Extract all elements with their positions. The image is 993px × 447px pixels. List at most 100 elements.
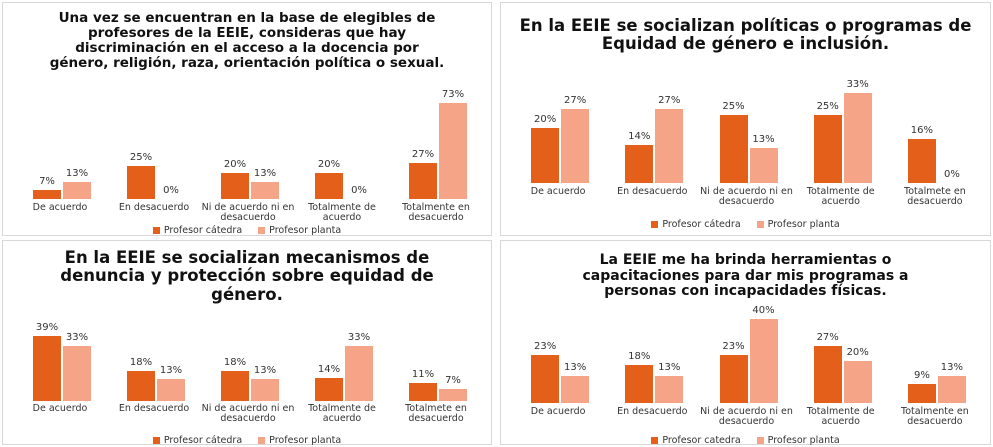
value-label: 20% xyxy=(846,347,869,358)
value-label: 40% xyxy=(752,305,775,316)
value-label: 27% xyxy=(411,149,435,161)
value-label: 14% xyxy=(628,130,651,142)
value-label: 7% xyxy=(39,175,55,187)
x-tick-label: Totalmete en desacuerdo xyxy=(904,186,966,208)
legend-item: Profesor planta xyxy=(258,435,341,446)
value-label: 0% xyxy=(943,169,960,180)
x-tick-label: Ni de acuerdo ni en desacuerdo xyxy=(700,186,793,208)
bar xyxy=(439,103,467,199)
legend-swatch xyxy=(756,221,764,228)
value-label: 13% xyxy=(752,133,775,145)
bar xyxy=(409,163,437,199)
x-tick-label: De acuerdo xyxy=(530,406,586,417)
x-tick-label: Totalmente en desacuerdo xyxy=(901,406,969,428)
value-label: 23% xyxy=(722,340,745,352)
bar xyxy=(345,346,373,401)
value-label: 13% xyxy=(253,365,277,377)
value-label: 23% xyxy=(533,340,557,352)
bar xyxy=(127,371,155,401)
value-label: 13% xyxy=(658,361,681,373)
legend-swatch xyxy=(258,227,266,234)
legend-item: Profesor cátedra xyxy=(651,219,741,230)
bar xyxy=(749,147,778,183)
legend-label: Profesor planta xyxy=(269,435,342,446)
value-label: 27% xyxy=(563,95,587,107)
bar xyxy=(719,114,748,183)
legend: Profesor cátedra Profesor planta xyxy=(501,219,990,230)
chart-panel: Una vez se encuentran en la base de eleg… xyxy=(2,2,492,236)
value-label: 33% xyxy=(65,332,89,343)
bar xyxy=(813,114,842,183)
legend: Profesor cátedra Profesor planta xyxy=(3,435,491,446)
value-label: 33% xyxy=(846,79,869,90)
legend-label: Profesor cátedra xyxy=(163,225,243,236)
bar xyxy=(561,375,590,403)
x-tick-label: Totalmente de acuerdo xyxy=(308,202,376,224)
legend-swatch xyxy=(152,437,160,444)
bar xyxy=(625,365,654,403)
legend-item: Profesor catedra xyxy=(651,435,741,446)
x-tick-label: De acuerdo xyxy=(32,403,88,414)
bar xyxy=(655,109,684,183)
bar xyxy=(251,379,279,401)
value-label: 20% xyxy=(317,158,341,170)
value-label: 25% xyxy=(816,100,839,112)
bar xyxy=(251,181,279,199)
legend-item: Profesor planta xyxy=(756,435,840,446)
legend: Profesor cátedra Profesor planta xyxy=(3,225,491,236)
bar xyxy=(813,346,842,403)
bar xyxy=(749,319,778,403)
bar xyxy=(221,172,249,199)
x-tick-label: Ni de acuerdo ni en desacuerdo xyxy=(201,202,295,224)
legend-label: Profesor cátedra xyxy=(662,219,741,230)
value-label: 13% xyxy=(65,167,89,179)
value-label: 14% xyxy=(317,363,341,375)
legend-label: Profesor planta xyxy=(269,225,342,236)
bar xyxy=(315,172,343,199)
legend-swatch xyxy=(258,437,266,444)
bar xyxy=(63,346,91,401)
legend-swatch xyxy=(756,437,764,444)
legend-label: Profesor planta xyxy=(767,219,840,230)
value-label: 33% xyxy=(347,332,371,343)
legend-label: Profesor planta xyxy=(767,435,840,446)
legend-item: Profesor cátedra xyxy=(152,225,243,236)
chart-panel: En la EEIE se socializan mecanismos de d… xyxy=(2,240,492,446)
bar xyxy=(843,361,872,403)
chart-title: Una vez se encuentran en la base de eleg… xyxy=(49,10,445,72)
value-label: 18% xyxy=(129,357,153,368)
legend-label: Profesor cátedra xyxy=(163,435,243,446)
chart-title: En la EEIE se socializan mecanismos de d… xyxy=(60,248,434,304)
bar xyxy=(127,166,155,199)
x-tick-label: Ni de acuerdo ni en desacuerdo xyxy=(700,406,793,428)
value-label: 27% xyxy=(816,332,839,344)
x-tick-label: De acuerdo xyxy=(32,202,88,213)
x-tick-label: Totalmente de acuerdo xyxy=(806,186,875,208)
bar xyxy=(907,139,936,183)
value-label: 0% xyxy=(351,185,367,196)
bar xyxy=(531,128,560,183)
bar xyxy=(439,389,467,401)
bar xyxy=(907,384,936,403)
legend: Profesor catedra Profesor planta xyxy=(501,435,990,446)
value-label: 73% xyxy=(441,89,465,100)
value-label: 13% xyxy=(159,365,183,377)
bar xyxy=(221,371,249,401)
x-tick-label: En desacuerdo xyxy=(118,403,190,414)
bar xyxy=(843,93,872,183)
x-tick-label: En desacuerdo xyxy=(118,202,190,213)
value-label: 20% xyxy=(223,158,247,170)
value-label: 16% xyxy=(910,125,933,137)
value-label: 18% xyxy=(223,357,247,368)
value-label: 13% xyxy=(940,361,963,373)
x-tick-label: En desacuerdo xyxy=(617,406,688,417)
x-tick-label: En desacuerdo xyxy=(617,186,688,197)
value-label: 27% xyxy=(658,95,681,107)
legend-swatch xyxy=(651,437,659,444)
bar xyxy=(409,382,437,401)
bar xyxy=(157,379,185,401)
value-label: 13% xyxy=(253,167,277,179)
value-label: 25% xyxy=(722,100,745,112)
bar xyxy=(561,109,590,183)
